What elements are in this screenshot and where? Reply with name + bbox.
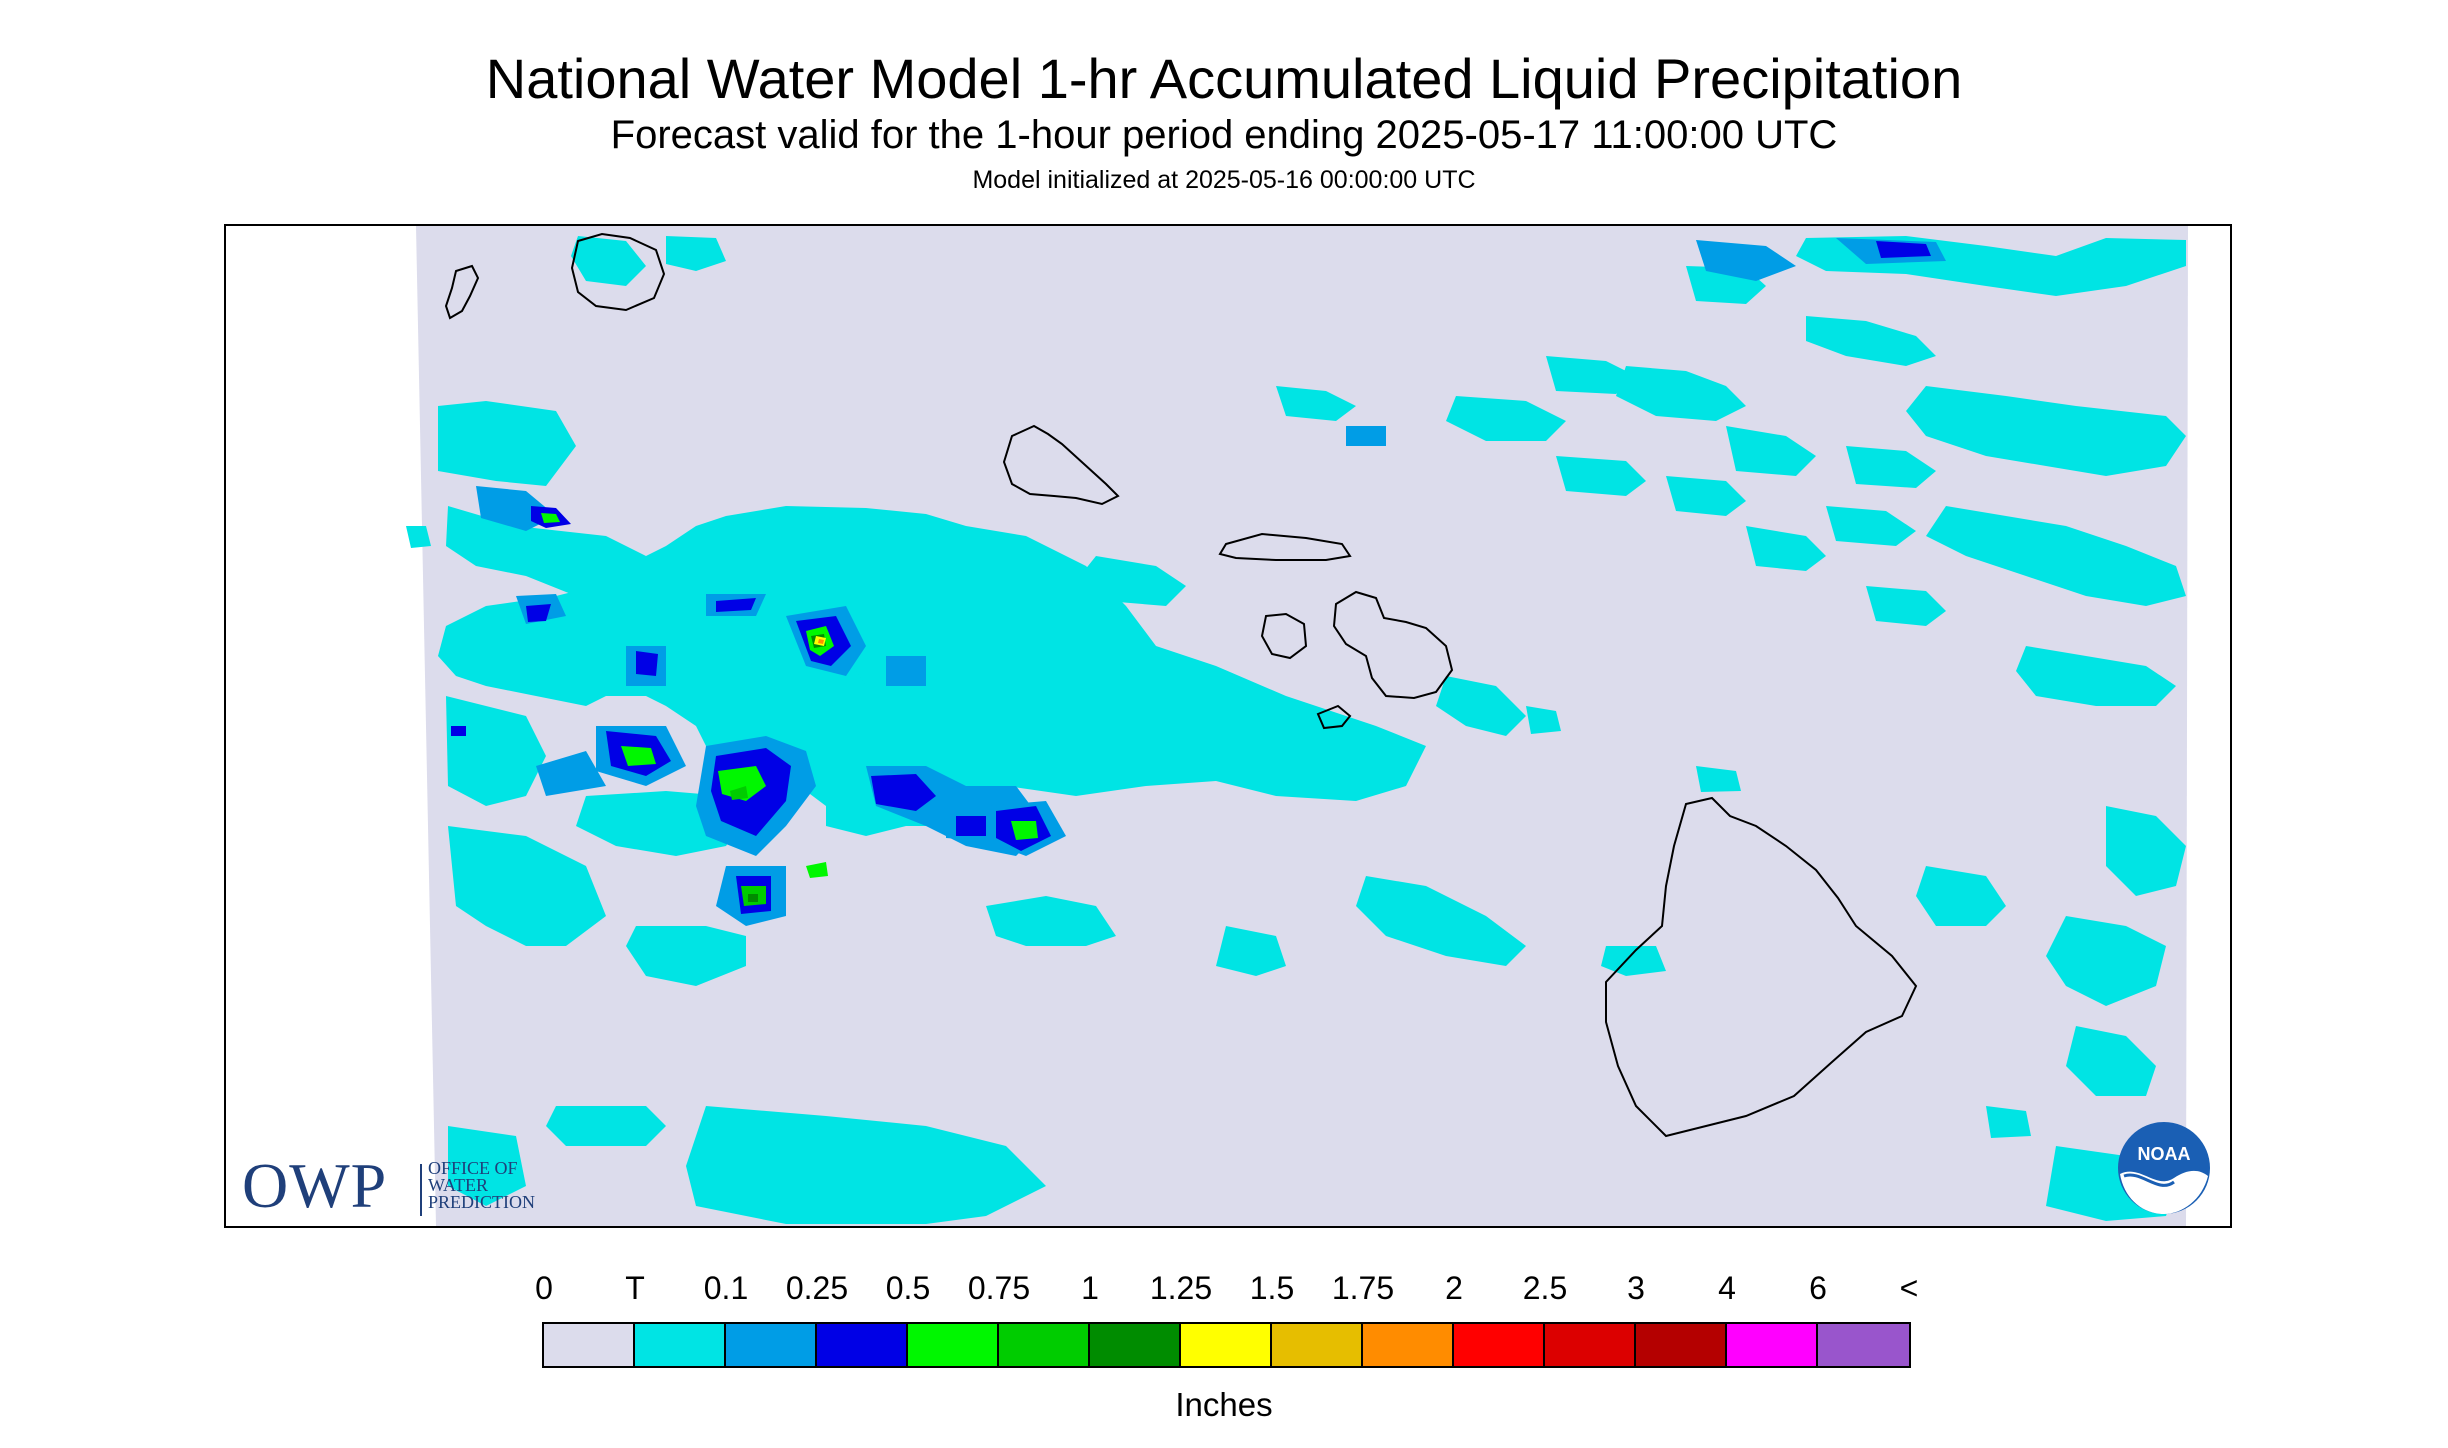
- map-canvas: [406, 226, 2188, 1226]
- legend-label: 3: [1627, 1270, 1645, 1306]
- island-outlines: [444, 232, 1918, 1138]
- legend-label: 2.5: [1522, 1270, 1568, 1306]
- owp-office-name: OFFICE OF WATER PREDICTION: [428, 1158, 535, 1212]
- legend-label: 0.1: [703, 1270, 749, 1306]
- oahu-island-outline: [1002, 424, 1120, 506]
- owp-line-3: PREDICTION: [428, 1192, 535, 1212]
- legend-swatch: [1363, 1324, 1454, 1366]
- precipitation-field: [406, 236, 2186, 1224]
- legend-swatch: [999, 1324, 1090, 1366]
- owp-line-1: OFFICE OF: [428, 1158, 518, 1178]
- legend-label: 0.75: [967, 1270, 1031, 1306]
- noaa-logo: NOAA: [2118, 1122, 2210, 1214]
- owp-divider: [420, 1164, 422, 1216]
- legend-label: 4: [1718, 1270, 1736, 1306]
- legend-units: Inches: [1175, 1386, 1273, 1423]
- legend-swatch: [908, 1324, 999, 1366]
- kahoolawe-island-outline: [1316, 704, 1352, 730]
- hawaii-island-outline: [1605, 796, 1918, 1138]
- map-title: National Water Model 1-hr Accumulated Li…: [485, 47, 1963, 110]
- legend-swatch: [1727, 1324, 1818, 1366]
- forecast-valid-subtitle: Forecast valid for the 1-hour period end…: [610, 113, 1838, 157]
- legend-swatch: [1636, 1324, 1727, 1366]
- noaa-logo-text: NOAA: [2138, 1144, 2191, 1164]
- legend-label: 1.25: [1149, 1270, 1213, 1306]
- legend-swatch: [1181, 1324, 1272, 1366]
- legend-label: <: [1899, 1270, 1919, 1306]
- owp-line-2: WATER: [428, 1175, 488, 1195]
- legend-swatch: [1545, 1324, 1636, 1366]
- legend-labels: 0 T 0.1 0.25 0.5 0.75 1 1.25 1.5 1.75 2 2.5 3 4 6 <: [0, 1270, 2448, 1310]
- legend-swatch: [1454, 1324, 1545, 1366]
- legend-label: 0.25: [785, 1270, 849, 1306]
- legend-label: 1: [1081, 1270, 1099, 1306]
- legend-label: 0: [535, 1270, 553, 1306]
- maui-island-outline: [1332, 590, 1454, 700]
- kauai-island-outline: [570, 232, 666, 312]
- legend-swatch: [817, 1324, 908, 1366]
- legend-swatch: [726, 1324, 817, 1366]
- legend-swatch: [1090, 1324, 1181, 1366]
- niihau-island-outline: [444, 264, 480, 320]
- precip-trace-areas: [406, 236, 2186, 1224]
- legend-label: 1.75: [1331, 1270, 1395, 1306]
- legend-label: 1.5: [1249, 1270, 1295, 1306]
- legend-swatch: [1818, 1324, 1909, 1366]
- molokai-island-outline: [1218, 532, 1352, 561]
- legend-label: T: [625, 1270, 645, 1306]
- legend-label: 0.5: [885, 1270, 931, 1306]
- precipitation-map: OWP OFFICE OF WATER PREDICTION NOAA: [224, 224, 2232, 1228]
- legend-label: 2: [1445, 1270, 1463, 1306]
- legend-swatch: [544, 1324, 635, 1366]
- precip-peak-cells: [814, 636, 826, 646]
- legend-color-bar: [542, 1322, 1911, 1368]
- legend-swatch: [1272, 1324, 1363, 1366]
- lanai-island-outline: [1260, 612, 1308, 660]
- owp-letters: OWP: [242, 1150, 388, 1221]
- model-init-line: Model initialized at 2025-05-16 00:00:00…: [972, 166, 1476, 194]
- legend-label: 6: [1809, 1270, 1827, 1306]
- legend-swatch: [635, 1324, 726, 1366]
